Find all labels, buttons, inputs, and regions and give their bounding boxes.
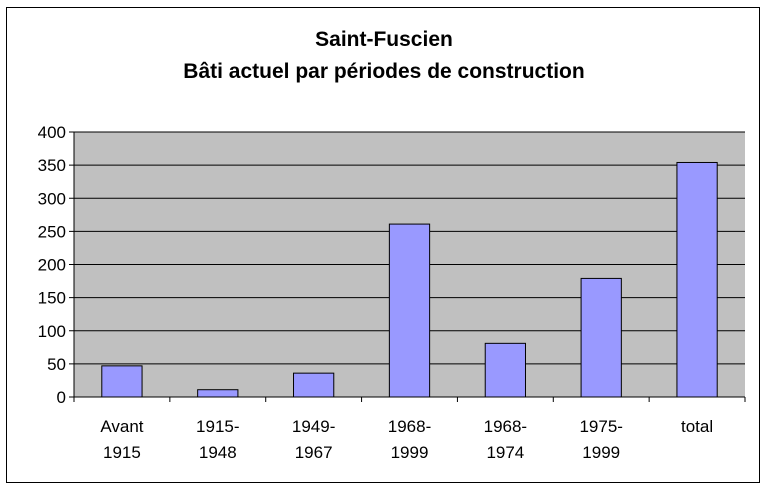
y-tick-label: 350 xyxy=(38,156,66,175)
bar xyxy=(676,161,718,398)
x-tick-label: Avant 1915 xyxy=(100,417,143,462)
x-tick-label-line: 1915 xyxy=(103,443,141,462)
y-tick-label: 0 xyxy=(57,388,66,407)
x-tick-label-line: 1968- xyxy=(484,417,527,436)
chart-subtitle: Bâti actuel par périodes de construction xyxy=(183,60,585,83)
bar xyxy=(293,372,335,398)
y-tick-label: 100 xyxy=(38,322,66,341)
x-tick-label-line: 1915- xyxy=(196,417,239,436)
x-tick-label-line: 1949- xyxy=(292,417,335,436)
bar xyxy=(388,223,431,398)
bar xyxy=(580,277,622,398)
x-tick-label-line: total xyxy=(681,417,713,436)
y-tick-label: 400 xyxy=(38,123,66,142)
x-tick-label-line: 1999 xyxy=(391,443,429,462)
x-tick-label: total xyxy=(681,417,713,436)
y-tick-label: 250 xyxy=(38,222,66,241)
bar xyxy=(101,365,143,398)
x-tick-label: 1968- 1999 xyxy=(388,417,431,462)
x-tick-label: 1975- 1999 xyxy=(579,417,622,462)
x-tick-label-line: 1967 xyxy=(295,443,333,462)
bar xyxy=(197,389,239,398)
bar xyxy=(484,342,526,398)
x-tick-label-line: 1968- xyxy=(388,417,431,436)
x-tick-label-line: 1948 xyxy=(199,443,237,462)
x-tick-label: 1915- 1948 xyxy=(196,417,239,462)
x-tick-label-line: 1975- xyxy=(579,417,622,436)
chart-title: Saint-Fuscien xyxy=(315,28,453,51)
y-tick-label: 300 xyxy=(38,189,66,208)
x-tick-label: 1949- 1967 xyxy=(292,417,335,462)
x-tick-label: 1968- 1974 xyxy=(484,417,527,462)
y-tick-label: 50 xyxy=(47,355,66,374)
y-tick-label: 150 xyxy=(38,289,66,308)
x-tick-label-line: 1999 xyxy=(582,443,620,462)
x-tick-label-line: Avant xyxy=(100,417,143,436)
x-tick-label-line: 1974 xyxy=(486,443,524,462)
y-tick-label: 200 xyxy=(38,256,66,275)
